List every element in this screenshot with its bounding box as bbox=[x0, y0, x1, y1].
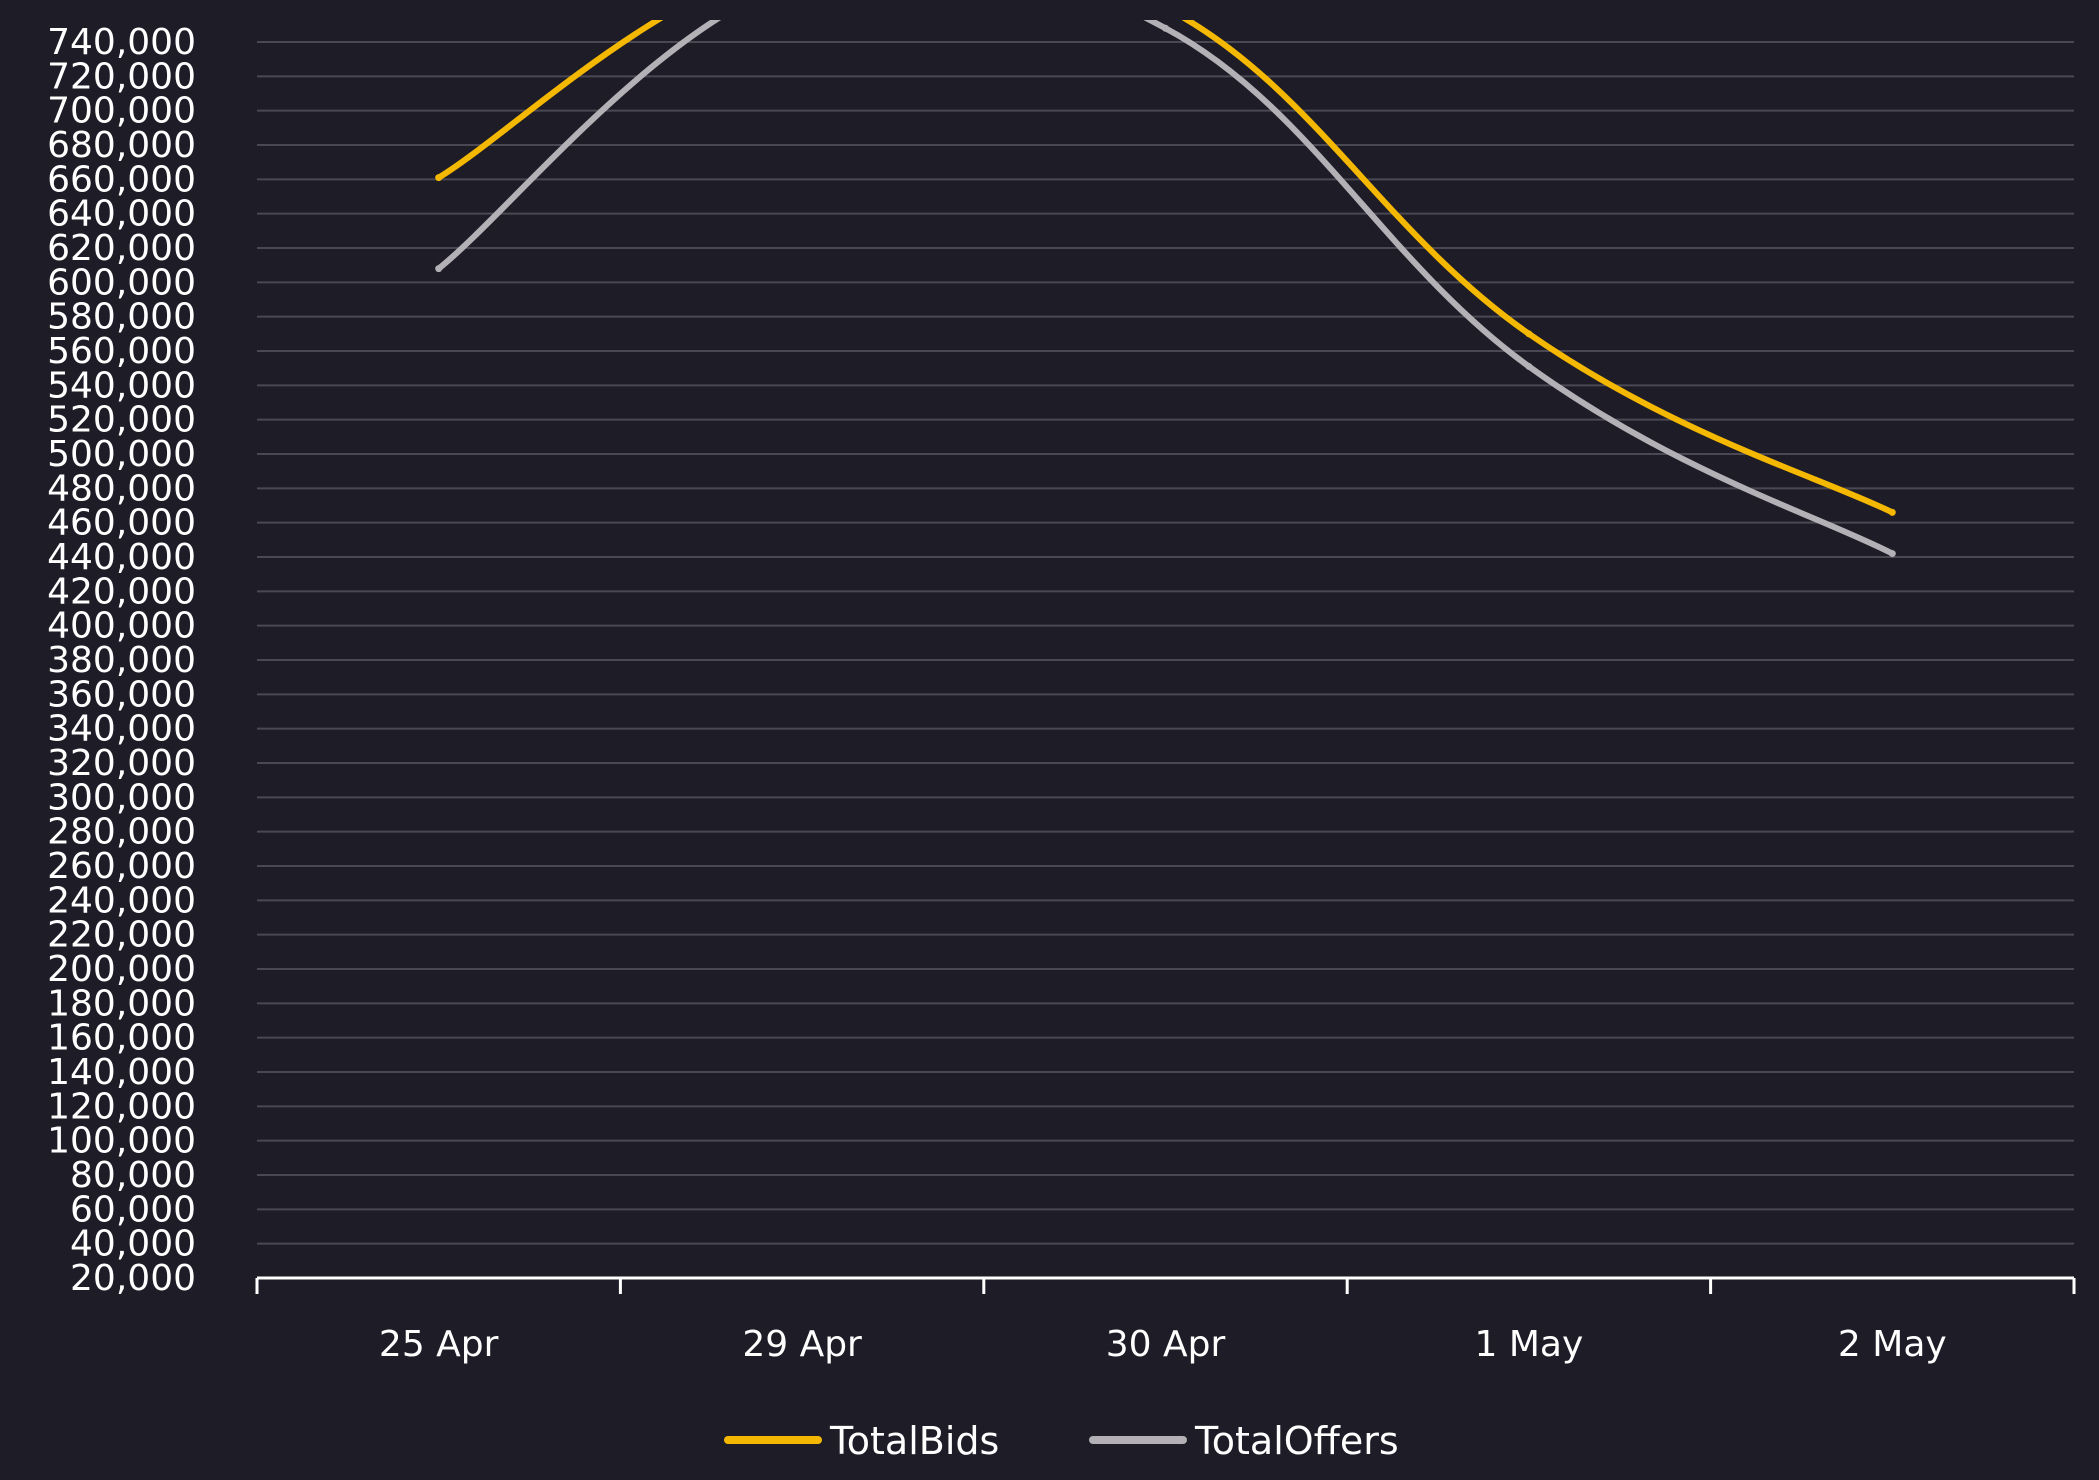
x-tick-label: 30 Apr bbox=[1106, 1324, 1226, 1365]
data-point-totalbids bbox=[1525, 330, 1533, 338]
y-tick-label: 540,000 bbox=[47, 365, 196, 406]
y-tick-label: 220,000 bbox=[47, 915, 196, 956]
y-tick-label: 280,000 bbox=[47, 812, 196, 853]
data-point-totaloffers bbox=[1888, 550, 1896, 558]
data-point-totalbids bbox=[435, 174, 443, 182]
y-tick-label: 560,000 bbox=[47, 331, 196, 372]
y-tick-label: 660,000 bbox=[47, 159, 196, 200]
y-tick-label: 200,000 bbox=[47, 949, 196, 990]
y-tick-label: 480,000 bbox=[47, 468, 196, 509]
data-point-totaloffers bbox=[1162, 24, 1169, 32]
y-tick-label: 460,000 bbox=[47, 503, 196, 544]
y-tick-label: 640,000 bbox=[47, 194, 196, 235]
y-tick-label: 740,000 bbox=[47, 22, 196, 63]
y-tick-label: 520,000 bbox=[47, 400, 196, 441]
legend: TotalBids TotalOffers bbox=[724, 1419, 1399, 1463]
y-tick-label: 240,000 bbox=[47, 880, 196, 921]
series-lines bbox=[435, 20, 1896, 558]
data-point-totaloffers bbox=[1525, 362, 1533, 370]
y-tick-label: 680,000 bbox=[47, 125, 196, 166]
y-tick-label: 140,000 bbox=[47, 1052, 196, 1093]
y-tick-label: 400,000 bbox=[47, 606, 196, 647]
y-tick-label: 160,000 bbox=[47, 1018, 196, 1059]
y-tick-label: 600,000 bbox=[47, 262, 196, 303]
y-tick-label: 260,000 bbox=[47, 846, 196, 887]
y-tick-label: 440,000 bbox=[47, 537, 196, 578]
y-tick-label: 700,000 bbox=[47, 91, 196, 132]
y-tick-label: 180,000 bbox=[47, 983, 196, 1024]
x-tick-label: 2 May bbox=[1838, 1324, 1947, 1365]
y-tick-label: 620,000 bbox=[47, 228, 196, 269]
y-tick-label: 40,000 bbox=[70, 1224, 196, 1265]
y-tick-label: 60,000 bbox=[70, 1189, 196, 1230]
y-tick-label: 100,000 bbox=[47, 1121, 196, 1162]
x-tick-label: 1 May bbox=[1475, 1324, 1584, 1365]
gridlines bbox=[257, 41, 2074, 1245]
y-tick-label: 120,000 bbox=[47, 1086, 196, 1127]
y-tick-label: 360,000 bbox=[47, 674, 196, 715]
y-tick-label: 80,000 bbox=[70, 1155, 196, 1196]
data-point-totaloffers bbox=[435, 265, 443, 273]
y-tick-label: 300,000 bbox=[47, 777, 196, 818]
legend-label-totaloffers: TotalOffers bbox=[1194, 1419, 1399, 1463]
y-axis: 20,00040,00060,00080,000100,000120,00014… bbox=[47, 22, 196, 1299]
y-tick-label: 580,000 bbox=[47, 297, 196, 338]
data-point-totalbids bbox=[1888, 508, 1896, 516]
y-tick-label: 500,000 bbox=[47, 434, 196, 475]
y-tick-label: 340,000 bbox=[47, 709, 196, 750]
x-tick-label: 25 Apr bbox=[379, 1324, 499, 1365]
y-tick-label: 380,000 bbox=[47, 640, 196, 681]
x-axis: 25 Apr 29 Apr 30 Apr 1 May 2 May bbox=[255, 1276, 2076, 1365]
y-tick-label: 420,000 bbox=[47, 571, 196, 612]
y-tick-label: 320,000 bbox=[47, 743, 196, 784]
legend-label-totalbids: TotalBids bbox=[829, 1419, 999, 1463]
x-tick-label: 29 Apr bbox=[742, 1324, 862, 1365]
series-line-totalbids bbox=[435, 20, 1896, 516]
y-tick-label: 720,000 bbox=[47, 56, 196, 97]
y-tick-label: 20,000 bbox=[70, 1258, 196, 1299]
